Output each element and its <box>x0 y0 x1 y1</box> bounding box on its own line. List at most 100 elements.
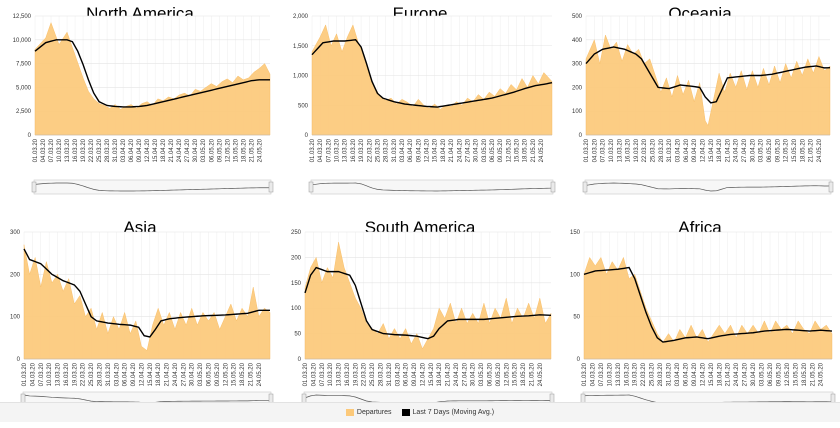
navigator-handle-left[interactable] <box>31 181 37 193</box>
x-tick-label: 09.05.20 <box>775 138 781 162</box>
x-tick-label: 25.03.20 <box>89 362 95 386</box>
series-moving-avg-line <box>583 266 833 343</box>
navigator-window[interactable] <box>584 179 832 195</box>
series-departures-area <box>23 244 271 360</box>
y-tick-label: 0 <box>28 133 32 139</box>
x-tick-label: 24.05.20 <box>817 138 823 162</box>
x-tick-label: 09.04.20 <box>137 138 143 162</box>
navigator-window[interactable] <box>33 179 272 195</box>
x-tick-label: 18.04.20 <box>437 362 443 386</box>
range-navigator[interactable] <box>31 179 274 195</box>
navigator-handle-left[interactable] <box>308 181 314 193</box>
x-tick-label: 31.03.20 <box>387 362 393 386</box>
x-tick-label: 12.04.20 <box>425 138 431 162</box>
x-tick-label: 07.03.20 <box>49 138 55 162</box>
x-tick-label: 27.04.20 <box>742 138 748 162</box>
x-tick-label: 30.04.20 <box>751 362 757 386</box>
x-tick-label: 15.04.20 <box>153 138 159 162</box>
chart-panel-oceania: Oceania 0 100 200 300 400 500 01.03.20 04.03.20 0… <box>560 0 840 214</box>
x-tick-label: 30.04.20 <box>471 362 477 386</box>
x-tick-label: 06.05.20 <box>488 362 494 386</box>
chart-legend: Departures Last 7 Days (Moving Avg.) <box>0 402 840 422</box>
y-tick-label: 500 <box>298 103 309 109</box>
y-tick-label: 0 <box>577 357 581 363</box>
x-tick-label: 12.04.20 <box>139 362 145 386</box>
navigator-handle-right[interactable] <box>828 181 834 193</box>
x-tick-label: 12.05.20 <box>784 138 790 162</box>
x-tick-label: 24.04.20 <box>734 362 740 386</box>
series-departures-area <box>583 256 833 360</box>
x-tick-label: 15.05.20 <box>233 138 239 162</box>
x-tick-label: 15.05.20 <box>513 362 519 386</box>
x-tick-label: 03.04.20 <box>121 138 127 162</box>
range-navigator[interactable] <box>582 179 834 195</box>
x-tick-label: 28.03.20 <box>659 138 665 162</box>
navigator-handle-right[interactable] <box>268 181 274 193</box>
x-tick-label: 06.05.20 <box>768 362 774 386</box>
x-tick-label: 15.05.20 <box>792 138 798 162</box>
chart-svg: 0 50 100 150 01.03.20 04.03.20 07.03.20 10.03.2… <box>570 230 836 407</box>
x-tick-label: 28.03.20 <box>658 362 664 386</box>
x-tick-label: 04.03.20 <box>30 362 36 386</box>
x-tick-label: 06.05.20 <box>490 138 496 162</box>
x-tick-label: 09.04.20 <box>692 138 698 162</box>
series-moving-avg-line <box>34 39 270 108</box>
y-tick-label: 7,500 <box>16 62 32 68</box>
x-tick-label: 22.03.20 <box>89 138 95 162</box>
navigator-handle-left[interactable] <box>582 181 588 193</box>
series-departures-area <box>311 24 553 136</box>
x-tick-label: 21.05.20 <box>249 138 255 162</box>
x-tick-label: 27.04.20 <box>743 362 749 386</box>
chart-svg: 0 2,500 5,000 7,500 10,000 12,500 01.03.20 04.0… <box>13 14 274 195</box>
x-tick-label: 21.04.20 <box>446 362 452 386</box>
legend-item-departures[interactable]: Departures <box>345 409 392 416</box>
x-tick-label: 19.03.20 <box>81 138 87 162</box>
x-tick-label: 03.05.20 <box>198 362 204 386</box>
x-tick-label: 21.05.20 <box>529 362 535 386</box>
x-tick-label: 16.03.20 <box>351 138 357 162</box>
x-tick-label: 18.05.20 <box>802 362 808 386</box>
y-tick-label: 0 <box>579 133 583 139</box>
x-tick-label: 15.04.20 <box>709 138 715 162</box>
y-tick-label: 12,500 <box>13 14 32 20</box>
x-tick-label: 03.04.20 <box>675 362 681 386</box>
x-tick-label: 13.03.20 <box>56 362 62 386</box>
x-tick-label: 09.04.20 <box>412 362 418 386</box>
y-tick-label: 50 <box>573 315 580 321</box>
x-tick-label: 07.03.20 <box>320 362 326 386</box>
x-tick-label: 01.03.20 <box>33 138 39 162</box>
x-tick-label: 18.05.20 <box>240 362 246 386</box>
x-tick-label: 01.03.20 <box>582 362 588 386</box>
x-tick-label: 12.05.20 <box>785 362 791 386</box>
legend-label-departures: Departures <box>356 409 392 416</box>
x-tick-label: 16.03.20 <box>626 138 632 162</box>
x-tick-label: 10.03.20 <box>607 362 613 386</box>
x-tick-label: 27.04.20 <box>185 138 191 162</box>
navigator-window[interactable] <box>310 179 554 195</box>
chart-svg: 0 100 200 300 01.03.20 04.03.20 07.03.20 10.03.… <box>10 230 274 407</box>
x-tick-label: 22.03.20 <box>367 138 373 162</box>
x-tick-label: 15.04.20 <box>148 362 154 386</box>
x-tick-label: 10.03.20 <box>57 138 63 162</box>
x-tick-label: 25.03.20 <box>650 362 656 386</box>
x-tick-label: 24.05.20 <box>257 138 263 162</box>
navigator-handle-right[interactable] <box>550 181 556 193</box>
x-tick-label: 13.03.20 <box>616 362 622 386</box>
x-tick-label: 09.05.20 <box>776 362 782 386</box>
x-tick-label: 09.04.20 <box>416 138 422 162</box>
x-tick-label: 31.03.20 <box>113 138 119 162</box>
range-navigator[interactable] <box>308 179 556 195</box>
y-tick-label: 1,000 <box>293 74 309 80</box>
x-tick-label: 06.04.20 <box>404 362 410 386</box>
legend-label-moving-avg: Last 7 Days (Moving Avg.) <box>412 409 495 416</box>
y-tick-label: 100 <box>291 306 302 312</box>
x-tick-label: 03.04.20 <box>114 362 120 386</box>
x-tick-label: 06.04.20 <box>123 362 129 386</box>
y-tick-label: 5,000 <box>16 85 32 91</box>
x-tick-label: 12.05.20 <box>225 138 231 162</box>
x-tick-label: 07.03.20 <box>39 362 45 386</box>
legend-item-moving-avg[interactable]: Last 7 Days (Moving Avg.) <box>401 409 495 416</box>
x-tick-label: 31.03.20 <box>667 362 673 386</box>
x-tick-label: 12.04.20 <box>145 138 151 162</box>
x-tick-label: 09.04.20 <box>131 362 137 386</box>
